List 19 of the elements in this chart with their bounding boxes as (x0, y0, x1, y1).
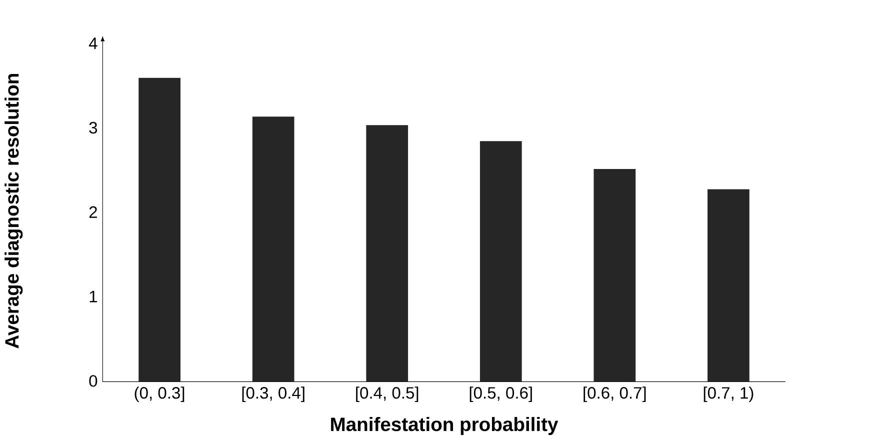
x-tick-label: (0, 0.3] (134, 386, 184, 402)
x-tick-label: [0.5, 0.6] (470, 386, 532, 402)
x-tick-label: [0.7, 1) (704, 386, 754, 402)
y-tick-label: 0 (89, 375, 98, 388)
y-tick-label: 1 (90, 291, 97, 302)
x-axis-title: Manifestation probability (331, 417, 558, 436)
x-tick-label: [0.6, 0.7] (584, 386, 646, 402)
bar (480, 141, 522, 382)
bar (594, 169, 636, 382)
x-tick-label: [0.4, 0.5] (356, 386, 418, 402)
y-axis-title: Average diagnostic resolution (4, 74, 23, 349)
bar (366, 125, 408, 382)
bar (252, 116, 294, 382)
y-tick-label: 4 (88, 38, 98, 50)
y-tick-label: 2 (89, 206, 97, 218)
bar (138, 78, 180, 382)
bar (708, 190, 750, 382)
x-tick-label: [0.3, 0.4] (242, 386, 304, 402)
y-tick-label: 3 (89, 122, 98, 134)
